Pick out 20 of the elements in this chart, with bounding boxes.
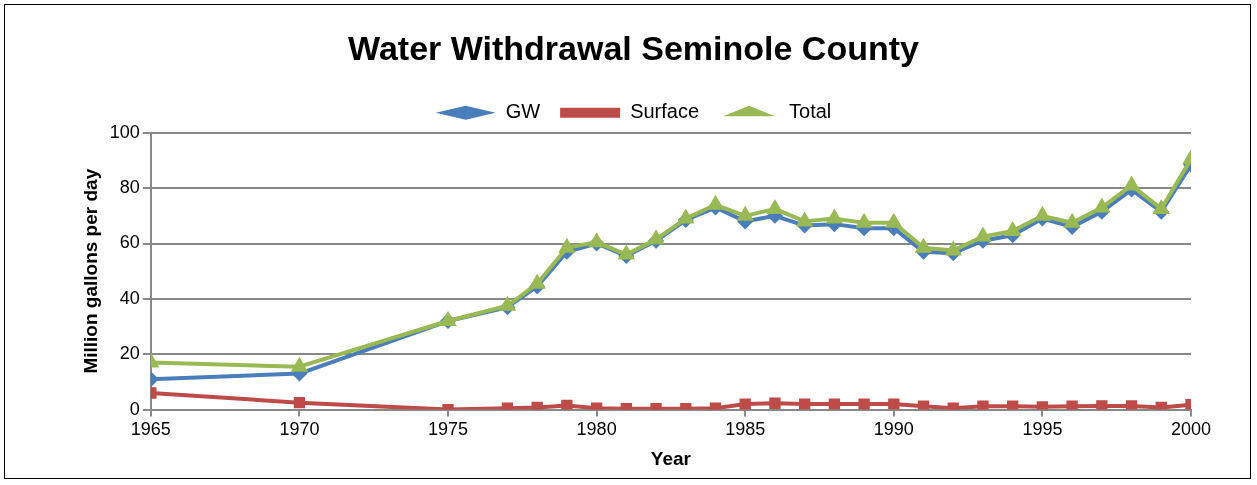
y-tick-label: 80 [119,177,140,198]
y-tick-label: 0 [129,398,140,419]
y-tick-label: 40 [119,287,140,308]
chart-title: Water Withdrawal Seminole County [348,28,919,67]
y-tick-label: 100 [109,121,140,142]
x-tick-label: 1970 [279,419,320,440]
y-axis-title: Million gallons per day [79,168,101,374]
x-tick-label: 1975 [428,419,469,440]
x-axis-title: Year [650,447,692,469]
y-tick-label: 60 [119,232,140,253]
x-tick-label: 2000 [1170,419,1212,440]
legend-label: Surface [630,100,700,123]
y-tick-label: 20 [119,343,140,364]
x-tick-label: 1985 [725,419,766,440]
legend-label: GW [505,100,541,123]
x-tick-label: 1980 [576,419,617,440]
x-tick-label: 1965 [130,419,171,440]
legend-label: Total [789,100,832,123]
x-tick-label: 1995 [1022,419,1063,440]
x-tick-label: 1990 [873,419,914,440]
